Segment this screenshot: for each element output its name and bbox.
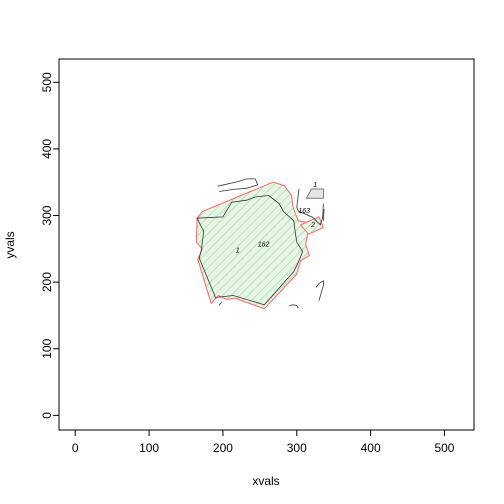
- inner-building: [196, 195, 304, 306]
- line-bottom-left: [218, 301, 222, 306]
- line-top-left: [217, 178, 259, 192]
- y-tick-label: 0: [40, 412, 54, 419]
- line-right-edge: [323, 208, 325, 221]
- y-axis: 0 100 200 300 400 500: [40, 72, 60, 419]
- y-tick-label: 100: [40, 338, 54, 358]
- y-axis-title: yvals: [3, 231, 17, 258]
- parcel-label: 1: [313, 182, 317, 189]
- x-tick-label: 0: [72, 441, 79, 455]
- parcel-label: 162: [258, 241, 270, 248]
- y-tick-label: 400: [40, 139, 54, 159]
- x-axis: 0 100 200 300 400 500: [72, 429, 455, 455]
- y-tick-label: 500: [40, 72, 54, 92]
- parcel-2: [299, 216, 325, 235]
- x-tick-label: 300: [287, 441, 307, 455]
- x-tick-label: 400: [361, 441, 381, 455]
- y-tick-label: 300: [40, 205, 54, 225]
- line-top-right: [296, 188, 324, 226]
- building-1: [305, 188, 324, 199]
- line-right-bottom: [315, 280, 324, 301]
- x-tick-label: 100: [139, 441, 159, 455]
- y-tick-label: 200: [40, 272, 54, 292]
- parcel-label: 2: [310, 222, 315, 229]
- x-tick-label: 500: [434, 441, 454, 455]
- main-parcel: [195, 181, 311, 310]
- map-layer: 162 163 1 2 1: [195, 178, 325, 310]
- parcel-label: 1: [236, 247, 240, 254]
- x-axis-title: xvals: [252, 474, 279, 488]
- parcel-label: 163: [298, 208, 310, 215]
- x-tick-label: 200: [213, 441, 233, 455]
- line-bottom-mid: [289, 304, 299, 309]
